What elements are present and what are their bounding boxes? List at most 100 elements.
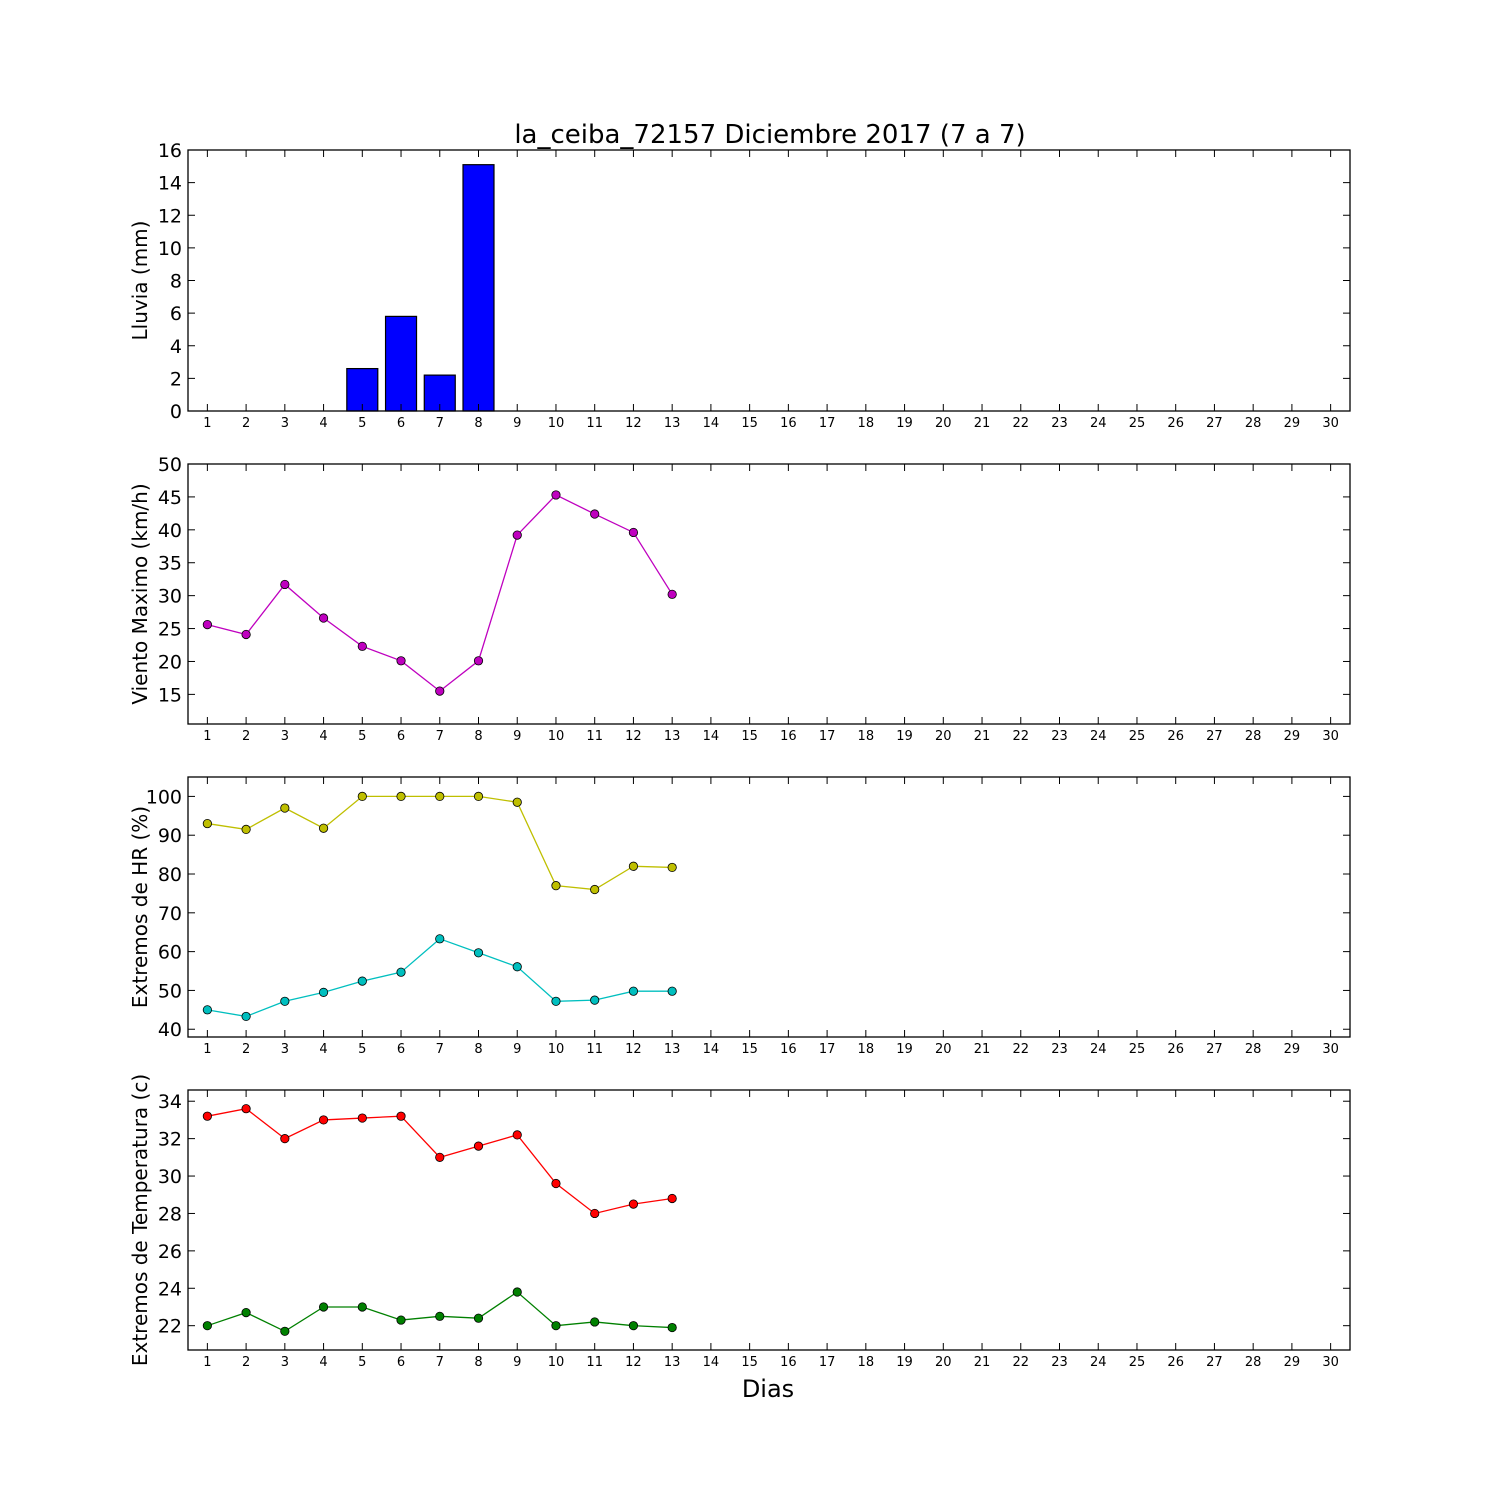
max-wind-x-tick-label: 12 — [625, 729, 642, 744]
temperature-y-tick-label: 32 — [158, 1129, 182, 1151]
max-wind-x-tick-label: 10 — [548, 729, 565, 744]
rainfall-x-tick-label: 14 — [703, 416, 720, 431]
humidity-data-point — [241, 824, 251, 834]
temperature-x-tick-label: 3 — [281, 1355, 289, 1370]
humidity-y-tick-label: 40 — [158, 1019, 182, 1041]
humidity-x-tick-label: 18 — [858, 1042, 875, 1057]
max-wind-x-tick-label: 23 — [1051, 729, 1068, 744]
humidity-x-tick-label: 17 — [819, 1042, 836, 1057]
temperature-x-tick-label: 21 — [974, 1355, 991, 1370]
temperature-extremes-panel: Extremos de Temperatura (c) 2224262830323… — [128, 1074, 1351, 1370]
temperature-y-tick-label: 30 — [158, 1166, 182, 1188]
max-wind-y-tick-label: 30 — [158, 586, 182, 608]
rainfall-y-tick-label: 0 — [170, 401, 182, 423]
max-wind-data-point — [241, 629, 251, 640]
humidity-data-point — [202, 1005, 212, 1015]
humidity-data-point — [473, 791, 484, 802]
temperature-y-tick-label: 26 — [158, 1241, 182, 1263]
temperature-data-point — [357, 1302, 367, 1312]
rainfall-x-tick-label: 26 — [1167, 416, 1184, 431]
max-wind-x-tick-label: 27 — [1206, 729, 1223, 744]
humidity-data-point — [590, 995, 600, 1005]
temperature-x-tick-label: 23 — [1051, 1355, 1068, 1370]
temperature-x-tick-label: 26 — [1167, 1355, 1184, 1370]
humidity-x-tick-label: 1 — [203, 1042, 211, 1057]
temperature-x-tick-label: 4 — [319, 1355, 327, 1370]
humidity-x-tick-label: 11 — [586, 1042, 603, 1057]
temperature-x-tick-label: 8 — [474, 1355, 482, 1370]
humidity-data-point — [396, 967, 406, 977]
temperature-x-tick-label: 13 — [664, 1355, 681, 1370]
temperature-data-point — [473, 1141, 484, 1151]
temperature-data-point — [473, 1313, 484, 1323]
humidity-x-tick-label: 3 — [281, 1042, 289, 1057]
max-wind-axes-frame — [187, 463, 1351, 725]
max-wind-y-tick-label: 45 — [158, 487, 182, 509]
rainfall-y-tick-label: 2 — [170, 368, 182, 390]
humidity-data-point — [473, 948, 484, 958]
rainfall-x-tick-label: 25 — [1129, 416, 1146, 431]
max-wind-data-point — [202, 620, 212, 630]
max-wind-x-tick-label: 8 — [474, 729, 482, 744]
humidity-y-tick-label: 50 — [158, 980, 182, 1002]
temperature-x-tick-label: 10 — [548, 1355, 565, 1370]
humidity-data-point — [551, 996, 561, 1006]
temperature-y-tick-label: 24 — [158, 1278, 182, 1300]
temperature-data-point — [435, 1311, 445, 1321]
temperature-x-tick-label: 27 — [1206, 1355, 1223, 1370]
temperature-y-axis-label: Extremos de Temperatura (c) — [128, 1074, 152, 1366]
temperature-axes-frame — [187, 1089, 1351, 1351]
humidity-data-point — [202, 818, 212, 829]
humidity-x-tick-label: 22 — [1012, 1042, 1029, 1057]
rainfall-x-tick-label: 12 — [625, 416, 642, 431]
x-axis-label: Dias — [742, 1375, 794, 1403]
humidity-x-tick-label: 28 — [1245, 1042, 1262, 1057]
humidity-x-tick-label: 15 — [741, 1042, 758, 1057]
temperature-data-point — [202, 1111, 212, 1121]
humidity-y-tick-label: 60 — [158, 942, 182, 964]
rainfall-x-tick-label: 17 — [819, 416, 836, 431]
temperature-data-point — [280, 1134, 290, 1144]
temperature-x-tick-label: 5 — [358, 1355, 366, 1370]
max-wind-y-tick-label: 20 — [158, 651, 182, 673]
humidity-x-tick-label: 25 — [1129, 1042, 1146, 1057]
humidity-x-tick-label: 14 — [703, 1042, 720, 1057]
humidity-x-tick-label: 5 — [358, 1042, 366, 1057]
max-wind-data-point — [551, 490, 561, 500]
rainfall-y-tick-label: 6 — [170, 303, 182, 325]
max-wind-y-tick-label: 25 — [158, 619, 182, 641]
max-wind-x-tick-label: 20 — [935, 729, 952, 744]
rainfall-x-tick-label: 18 — [858, 416, 875, 431]
max-wind-x-tick-label: 15 — [741, 729, 758, 744]
temperature-data-point — [667, 1322, 677, 1333]
humidity-data-point — [628, 986, 639, 996]
rainfall-x-tick-label: 24 — [1090, 416, 1107, 431]
humidity-y-tick-label: 90 — [158, 825, 182, 847]
temperature-x-tick-label: 30 — [1322, 1355, 1339, 1370]
temperature-data-point — [241, 1104, 251, 1114]
rainfall-x-tick-label: 27 — [1206, 416, 1223, 431]
rainfall-y-tick-label: 4 — [170, 336, 182, 358]
humidity-data-point — [512, 962, 522, 972]
humidity-x-tick-label: 21 — [974, 1042, 991, 1057]
humidity-data-point — [590, 884, 600, 895]
temperature-x-tick-label: 28 — [1245, 1355, 1262, 1370]
rainfall-x-tick-label: 5 — [358, 416, 366, 431]
rainfall-y-tick-label: 14 — [158, 173, 182, 195]
humidity-x-tick-label: 13 — [664, 1042, 681, 1057]
temperature-data-point — [590, 1208, 600, 1219]
temperature-x-tick-label: 7 — [436, 1355, 444, 1370]
humidity-data-point — [357, 791, 367, 802]
rainfall-x-tick-label: 4 — [319, 416, 327, 431]
temperature-x-tick-label: 9 — [513, 1355, 521, 1370]
temperature-data-point — [628, 1199, 639, 1209]
temperature-data-point — [628, 1321, 639, 1331]
max-wind-y-tick-label: 40 — [158, 520, 182, 542]
temperature-data-point — [357, 1113, 367, 1123]
temperature-data-point — [318, 1302, 329, 1312]
temperature-x-tick-label: 25 — [1129, 1355, 1146, 1370]
rainfall-x-tick-label: 16 — [780, 416, 797, 431]
temperature-x-tick-label: 19 — [896, 1355, 913, 1370]
humidity-x-tick-label: 20 — [935, 1042, 952, 1057]
rainfall-x-tick-label: 8 — [474, 416, 482, 431]
